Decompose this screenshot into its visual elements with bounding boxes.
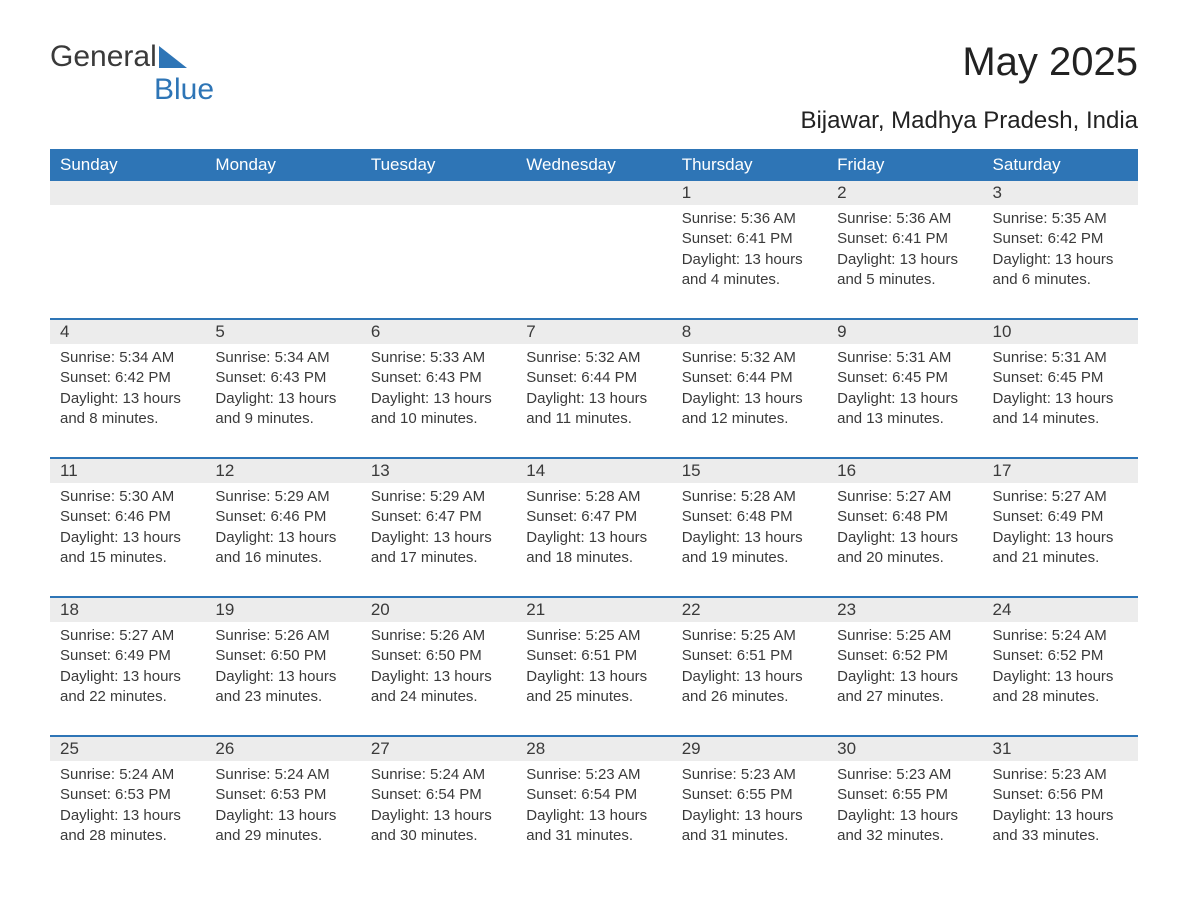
day-header-row: SundayMondayTuesdayWednesdayThursdayFrid… [50, 149, 1138, 181]
date-cell: 12 [205, 459, 360, 483]
detail-cell [50, 205, 205, 318]
date-cell: 14 [516, 459, 671, 483]
date-cell [50, 181, 205, 205]
date-cell: 16 [827, 459, 982, 483]
day-header-cell: Wednesday [516, 149, 671, 181]
brand-logo: General [50, 40, 187, 74]
date-cell: 17 [983, 459, 1138, 483]
detail-cell [516, 205, 671, 318]
day-header-cell: Thursday [672, 149, 827, 181]
detail-cell: Sunrise: 5:23 AMSunset: 6:55 PMDaylight:… [672, 761, 827, 874]
date-cell: 25 [50, 737, 205, 761]
detail-cell: Sunrise: 5:31 AMSunset: 6:45 PMDaylight:… [827, 344, 982, 457]
detail-cell: Sunrise: 5:27 AMSunset: 6:49 PMDaylight:… [983, 483, 1138, 596]
date-cell: 13 [361, 459, 516, 483]
detail-cell: Sunrise: 5:23 AMSunset: 6:54 PMDaylight:… [516, 761, 671, 874]
date-cell: 7 [516, 320, 671, 344]
date-cell: 19 [205, 598, 360, 622]
date-cell: 24 [983, 598, 1138, 622]
detail-cell: Sunrise: 5:23 AMSunset: 6:55 PMDaylight:… [827, 761, 982, 874]
detail-row: Sunrise: 5:36 AMSunset: 6:41 PMDaylight:… [50, 205, 1138, 318]
detail-cell: Sunrise: 5:28 AMSunset: 6:48 PMDaylight:… [672, 483, 827, 596]
date-cell [361, 181, 516, 205]
detail-row: Sunrise: 5:30 AMSunset: 6:46 PMDaylight:… [50, 483, 1138, 596]
detail-cell: Sunrise: 5:32 AMSunset: 6:44 PMDaylight:… [516, 344, 671, 457]
detail-cell: Sunrise: 5:32 AMSunset: 6:44 PMDaylight:… [672, 344, 827, 457]
day-header-cell: Saturday [983, 149, 1138, 181]
brand-triangle-icon [159, 46, 187, 68]
detail-cell: Sunrise: 5:24 AMSunset: 6:53 PMDaylight:… [50, 761, 205, 874]
date-row: 45678910 [50, 320, 1138, 344]
detail-cell: Sunrise: 5:29 AMSunset: 6:47 PMDaylight:… [361, 483, 516, 596]
day-header-cell: Tuesday [361, 149, 516, 181]
detail-cell: Sunrise: 5:30 AMSunset: 6:46 PMDaylight:… [50, 483, 205, 596]
detail-cell [361, 205, 516, 318]
date-cell: 10 [983, 320, 1138, 344]
detail-cell: Sunrise: 5:24 AMSunset: 6:52 PMDaylight:… [983, 622, 1138, 735]
date-cell: 31 [983, 737, 1138, 761]
detail-cell [205, 205, 360, 318]
calendar-table: SundayMondayTuesdayWednesdayThursdayFrid… [50, 149, 1138, 874]
date-cell: 21 [516, 598, 671, 622]
detail-cell: Sunrise: 5:26 AMSunset: 6:50 PMDaylight:… [205, 622, 360, 735]
detail-cell: Sunrise: 5:25 AMSunset: 6:52 PMDaylight:… [827, 622, 982, 735]
detail-cell: Sunrise: 5:31 AMSunset: 6:45 PMDaylight:… [983, 344, 1138, 457]
date-row: 18192021222324 [50, 598, 1138, 622]
date-cell: 5 [205, 320, 360, 344]
detail-cell: Sunrise: 5:28 AMSunset: 6:47 PMDaylight:… [516, 483, 671, 596]
detail-row: Sunrise: 5:27 AMSunset: 6:49 PMDaylight:… [50, 622, 1138, 735]
brand-part1: General [50, 40, 157, 74]
date-cell: 8 [672, 320, 827, 344]
detail-cell: Sunrise: 5:35 AMSunset: 6:42 PMDaylight:… [983, 205, 1138, 318]
date-cell [205, 181, 360, 205]
detail-cell: Sunrise: 5:29 AMSunset: 6:46 PMDaylight:… [205, 483, 360, 596]
detail-cell: Sunrise: 5:25 AMSunset: 6:51 PMDaylight:… [516, 622, 671, 735]
date-cell: 18 [50, 598, 205, 622]
date-cell: 4 [50, 320, 205, 344]
date-cell [516, 181, 671, 205]
date-row: 123 [50, 181, 1138, 205]
date-cell: 2 [827, 181, 982, 205]
date-cell: 23 [827, 598, 982, 622]
date-cell: 28 [516, 737, 671, 761]
detail-cell: Sunrise: 5:26 AMSunset: 6:50 PMDaylight:… [361, 622, 516, 735]
date-cell: 30 [827, 737, 982, 761]
detail-cell: Sunrise: 5:34 AMSunset: 6:43 PMDaylight:… [205, 344, 360, 457]
detail-cell: Sunrise: 5:27 AMSunset: 6:48 PMDaylight:… [827, 483, 982, 596]
date-cell: 22 [672, 598, 827, 622]
detail-row: Sunrise: 5:24 AMSunset: 6:53 PMDaylight:… [50, 761, 1138, 874]
detail-cell: Sunrise: 5:25 AMSunset: 6:51 PMDaylight:… [672, 622, 827, 735]
detail-cell: Sunrise: 5:24 AMSunset: 6:54 PMDaylight:… [361, 761, 516, 874]
date-cell: 26 [205, 737, 360, 761]
date-cell: 29 [672, 737, 827, 761]
day-header-cell: Monday [205, 149, 360, 181]
date-cell: 3 [983, 181, 1138, 205]
detail-cell: Sunrise: 5:23 AMSunset: 6:56 PMDaylight:… [983, 761, 1138, 874]
location-text: Bijawar, Madhya Pradesh, India [50, 107, 1138, 135]
detail-cell: Sunrise: 5:36 AMSunset: 6:41 PMDaylight:… [827, 205, 982, 318]
date-cell: 15 [672, 459, 827, 483]
date-cell: 6 [361, 320, 516, 344]
detail-cell: Sunrise: 5:34 AMSunset: 6:42 PMDaylight:… [50, 344, 205, 457]
date-cell: 1 [672, 181, 827, 205]
date-cell: 11 [50, 459, 205, 483]
detail-cell: Sunrise: 5:36 AMSunset: 6:41 PMDaylight:… [672, 205, 827, 318]
date-row: 11121314151617 [50, 459, 1138, 483]
date-cell: 20 [361, 598, 516, 622]
detail-cell: Sunrise: 5:27 AMSunset: 6:49 PMDaylight:… [50, 622, 205, 735]
day-header-cell: Sunday [50, 149, 205, 181]
detail-row: Sunrise: 5:34 AMSunset: 6:42 PMDaylight:… [50, 344, 1138, 457]
date-cell: 9 [827, 320, 982, 344]
detail-cell: Sunrise: 5:24 AMSunset: 6:53 PMDaylight:… [205, 761, 360, 874]
date-cell: 27 [361, 737, 516, 761]
date-row: 25262728293031 [50, 737, 1138, 761]
page-title: May 2025 [962, 40, 1138, 85]
detail-cell: Sunrise: 5:33 AMSunset: 6:43 PMDaylight:… [361, 344, 516, 457]
day-header-cell: Friday [827, 149, 982, 181]
